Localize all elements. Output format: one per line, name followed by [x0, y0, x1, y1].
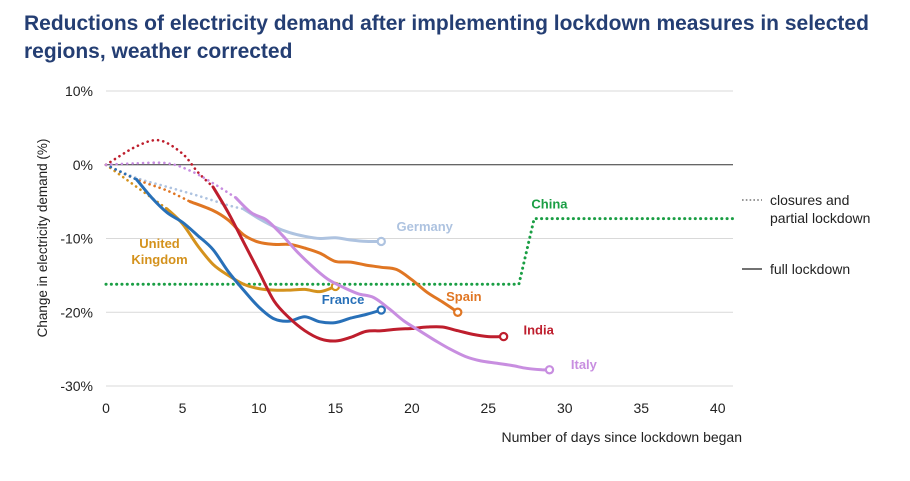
series-line-united-kingdom-solid [165, 207, 337, 294]
x-tick-label: 5 [179, 400, 187, 416]
legend-label-full: full lockdown [770, 261, 850, 277]
series-china: China [104, 196, 735, 286]
series-india: India [104, 138, 555, 343]
series-endpoint-india [498, 331, 509, 342]
series-label-spain: Spain [446, 289, 481, 304]
series-line-india-dotted [104, 138, 215, 189]
x-tick-label: 15 [328, 400, 344, 416]
x-tick-label: 30 [557, 400, 573, 416]
x-tick-label: 10 [251, 400, 267, 416]
x-tick-label: 20 [404, 400, 420, 416]
series-label-china: China [531, 196, 568, 211]
legend: closures and partial lockdown full lockdow… [742, 192, 870, 277]
y-tick-label: 0% [73, 157, 93, 173]
series-line-italy-dotted [104, 161, 238, 200]
series-line-france-solid [135, 178, 383, 325]
series-germany: Germany [104, 163, 454, 247]
series-line-spain-solid [188, 200, 460, 314]
x-tick-label: 40 [710, 400, 726, 416]
series-endpoint-spain [453, 307, 463, 317]
series-line-china-dotted [104, 217, 735, 286]
series-endpoint-germany [376, 236, 386, 247]
y-axis-label: Change in electricity demand (%) [35, 139, 50, 338]
series-endpoint-italy [544, 365, 555, 375]
gridlines [106, 90, 733, 387]
series-label-italy: Italy [571, 357, 598, 372]
x-tick-label: 25 [481, 400, 497, 416]
series-endpoint-france [376, 305, 386, 315]
chart-title: Reductions of electricity demand after i… [24, 12, 869, 63]
series-france: France [104, 163, 386, 325]
y-tick-label: -20% [60, 304, 93, 320]
y-tick-label: 10% [65, 83, 93, 99]
series-label-france: France [322, 292, 365, 307]
series-label-india: India [523, 322, 554, 337]
series-line-india-solid [211, 185, 506, 343]
legend-label-partial: closures and partial lockdown [770, 192, 870, 226]
series-line-france-dotted [104, 163, 138, 181]
x-axis-label: Number of days since lockdown began [502, 429, 742, 445]
y-tick-label: -10% [60, 231, 93, 247]
series-italy: Italy [104, 161, 598, 375]
axes: Number of days since lockdown began Chan… [35, 83, 742, 445]
series-label-germany: Germany [397, 219, 454, 234]
series-label-united-kingdom: United Kingdom [131, 236, 187, 267]
series-line-germany-solid [242, 207, 383, 244]
series-line-italy-solid [234, 196, 551, 372]
y-tick-label: -30% [60, 378, 93, 394]
series-lines: China Germany United Kingdom Spain France Indi… [104, 138, 735, 375]
x-tick-label: 0 [102, 400, 110, 416]
x-tick-label: 35 [633, 400, 649, 416]
